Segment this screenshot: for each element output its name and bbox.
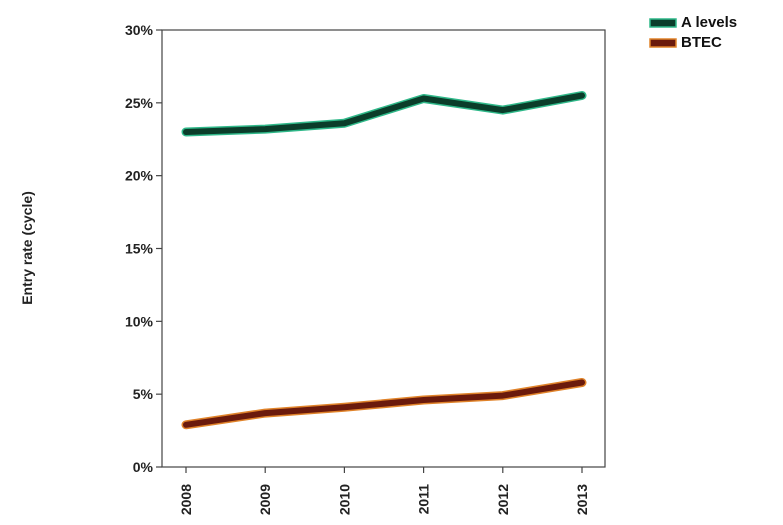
data-point	[501, 108, 505, 112]
legend-label: A levels	[681, 14, 737, 31]
series-layer	[181, 91, 587, 430]
legend-swatch	[649, 18, 677, 28]
legend-swatch	[649, 38, 677, 48]
legend-label: BTEC	[681, 34, 722, 51]
data-point	[263, 411, 267, 415]
data-point	[422, 398, 426, 402]
legend: A levels BTEC	[649, 14, 737, 51]
data-point	[501, 394, 505, 398]
data-point	[184, 130, 188, 134]
y-tick-label: 25%	[125, 95, 154, 111]
series-line	[183, 92, 585, 135]
y-tick-label: 15%	[125, 241, 154, 257]
data-point	[580, 381, 584, 385]
y-axis-title: Entry rate (cycle)	[19, 191, 35, 305]
x-tick-label: 2010	[336, 484, 352, 515]
data-point	[342, 405, 346, 409]
y-tick-label: 0%	[133, 459, 154, 475]
y-tick-label: 10%	[125, 313, 154, 329]
x-tick-label: 2009	[257, 484, 273, 515]
y-tick-label: 20%	[125, 168, 154, 184]
data-point	[580, 94, 584, 98]
data-point	[263, 127, 267, 131]
data-point	[422, 96, 426, 100]
x-axis: 2008 2009 2010 2011 2012 2013	[178, 467, 590, 515]
y-axis: 0% 5% 10% 15% 20% 25% 30%	[125, 22, 162, 475]
data-point	[184, 423, 188, 427]
series-line	[183, 379, 585, 428]
y-tick-label: 5%	[133, 386, 154, 402]
x-tick-label: 2012	[495, 484, 511, 515]
x-tick-label: 2013	[574, 484, 590, 515]
x-tick-label: 2008	[178, 484, 194, 515]
y-tick-label: 30%	[125, 22, 154, 38]
x-tick-label: 2011	[416, 484, 432, 515]
data-point	[342, 121, 346, 125]
